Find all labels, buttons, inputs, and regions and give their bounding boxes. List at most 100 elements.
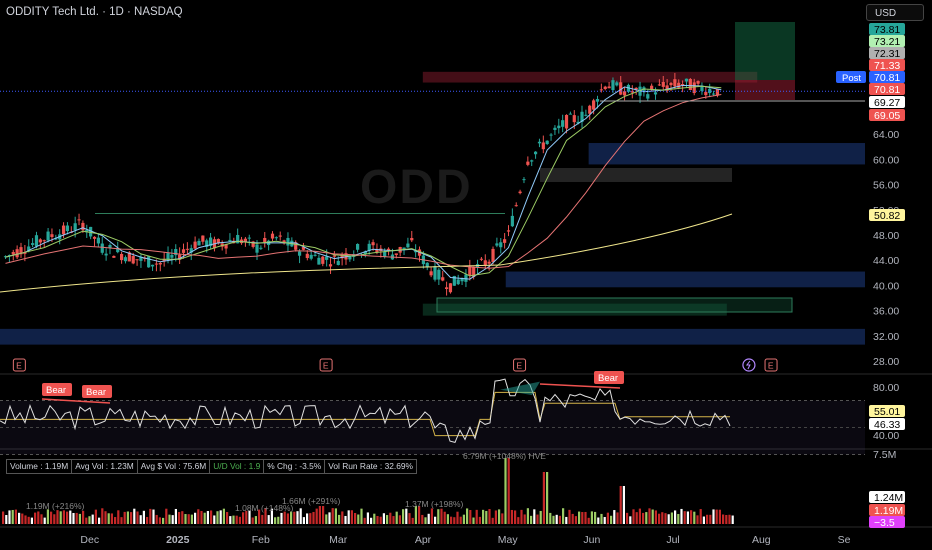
volume-bar bbox=[664, 513, 667, 524]
volume-bar bbox=[232, 515, 235, 524]
candle-body bbox=[170, 254, 174, 258]
volume-bar bbox=[683, 511, 686, 524]
candle-body bbox=[522, 179, 526, 181]
candle-body bbox=[154, 263, 159, 265]
candle-body bbox=[537, 141, 542, 144]
volume-bar bbox=[56, 510, 59, 524]
candle-body bbox=[619, 82, 623, 95]
candle-body bbox=[572, 115, 576, 123]
candle-body bbox=[386, 248, 391, 250]
price-label-badge bbox=[869, 83, 905, 95]
volume-bar bbox=[690, 510, 693, 524]
candle-body bbox=[487, 261, 491, 264]
volume-bar bbox=[11, 509, 14, 524]
volume-bar bbox=[549, 512, 552, 524]
volume-bar bbox=[309, 513, 312, 524]
volume-bar bbox=[699, 509, 702, 524]
price-tick-label: 32.00 bbox=[873, 331, 899, 343]
time-axis-label: Mar bbox=[329, 534, 348, 546]
volume-bar bbox=[139, 515, 142, 524]
candle-body bbox=[73, 223, 77, 231]
candle-body bbox=[715, 89, 720, 96]
volume-bar bbox=[638, 508, 641, 524]
volume-bar bbox=[510, 509, 513, 524]
post-market-label: Post bbox=[842, 73, 861, 84]
price-tick-label: 36.00 bbox=[873, 306, 899, 318]
volume-bar bbox=[347, 510, 350, 524]
price-label-badge bbox=[869, 47, 905, 59]
volume-bar bbox=[213, 515, 216, 524]
position-target-zone bbox=[735, 22, 795, 80]
candle-body bbox=[112, 255, 116, 258]
candle-body bbox=[294, 242, 298, 250]
volume-bar bbox=[693, 511, 696, 524]
volume-bar bbox=[418, 506, 421, 524]
volume-bar bbox=[162, 517, 165, 524]
currency-button[interactable]: USD bbox=[866, 4, 924, 21]
volume-bar bbox=[571, 513, 574, 524]
candle-body bbox=[711, 93, 716, 95]
candle-body bbox=[46, 231, 50, 241]
volume-bar bbox=[296, 511, 299, 524]
candle-body bbox=[433, 266, 437, 280]
candle-body bbox=[139, 256, 143, 261]
volume-bar bbox=[59, 511, 62, 524]
volume-bar bbox=[530, 515, 533, 524]
rsi-divergence-line bbox=[539, 383, 621, 389]
stat-ud-vol: U/D Vol : 1.9 bbox=[210, 460, 265, 473]
volume-bar bbox=[494, 510, 497, 524]
candle-body bbox=[588, 105, 592, 114]
volume-bar bbox=[248, 510, 251, 524]
candle-body bbox=[653, 92, 658, 95]
candle-body bbox=[634, 87, 638, 90]
candle-body bbox=[414, 251, 418, 253]
volume-tick-label: 7.5M bbox=[873, 449, 896, 461]
candle-body bbox=[646, 94, 650, 99]
volume-bar bbox=[654, 510, 657, 524]
candle-body bbox=[456, 279, 460, 285]
volume-bar bbox=[50, 511, 53, 524]
volume-bar bbox=[254, 516, 257, 524]
volume-bar bbox=[37, 511, 40, 524]
time-axis-label: Jun bbox=[583, 534, 600, 546]
volume-bar bbox=[568, 509, 571, 524]
volume-bar bbox=[66, 511, 69, 524]
volume-bar bbox=[2, 511, 5, 524]
volume-annotation: 1.66M (+291%) bbox=[282, 496, 341, 506]
candle-body bbox=[530, 160, 534, 162]
volume-bar bbox=[411, 517, 414, 524]
candle-body bbox=[452, 275, 456, 286]
volume-bar bbox=[357, 514, 360, 524]
volume-bar bbox=[520, 509, 523, 524]
candle-body bbox=[468, 266, 472, 276]
rsi-label-badge bbox=[869, 418, 905, 430]
candle-body bbox=[375, 249, 379, 253]
rsi-line bbox=[0, 378, 731, 443]
volume-bar bbox=[267, 515, 270, 524]
volume-bar bbox=[46, 509, 49, 524]
zone-blue-3 bbox=[0, 328, 865, 345]
volume-bar bbox=[450, 516, 453, 524]
volume-bar bbox=[677, 513, 680, 524]
candle-body bbox=[135, 259, 139, 261]
volume-bar bbox=[34, 512, 37, 524]
candle-body bbox=[27, 246, 31, 251]
volume-bar bbox=[475, 509, 478, 524]
candle-body bbox=[437, 269, 441, 280]
volume-bar bbox=[562, 508, 565, 524]
candle-body bbox=[549, 134, 553, 136]
volume-bar bbox=[200, 510, 203, 524]
volume-bar bbox=[206, 511, 209, 524]
volume-bar bbox=[142, 510, 145, 524]
candle-body bbox=[564, 114, 569, 129]
earnings-marker bbox=[319, 358, 333, 372]
volume-bar bbox=[552, 515, 555, 524]
time-axis-label: Aug bbox=[752, 534, 771, 546]
volume-bar bbox=[635, 512, 638, 524]
volume-bar bbox=[706, 514, 709, 524]
volume-bar bbox=[235, 515, 238, 524]
candle-body bbox=[336, 260, 340, 265]
volume-bar bbox=[194, 512, 197, 524]
volume-bar bbox=[670, 512, 673, 524]
